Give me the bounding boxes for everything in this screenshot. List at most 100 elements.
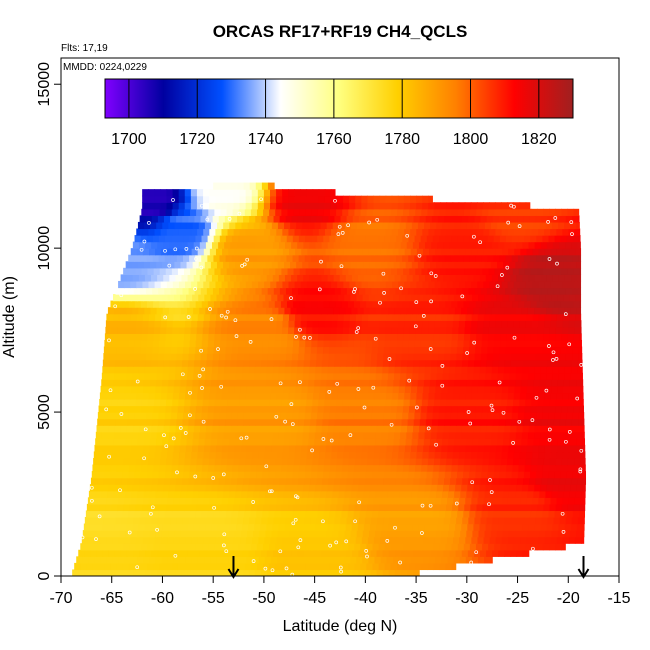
heat-cell (235, 372, 243, 380)
heat-cell (290, 484, 298, 492)
heat-cell (321, 484, 328, 492)
heat-cell (359, 510, 367, 518)
heat-cell (441, 490, 449, 498)
sample-point (80, 535, 85, 540)
sample-point (201, 419, 206, 424)
heat-cell (313, 536, 320, 544)
heat-cell (484, 294, 492, 302)
heat-cell (366, 300, 373, 308)
heat-cell (248, 241, 256, 249)
heat-cell (277, 556, 284, 564)
heat-cell (465, 497, 472, 505)
heat-cell (247, 438, 255, 446)
heat-cell (452, 326, 460, 334)
heat-cell (396, 510, 403, 518)
heat-cell (367, 536, 375, 544)
heat-cell (295, 385, 303, 394)
heat-cell (423, 294, 431, 302)
heat-cell (473, 241, 481, 249)
heat-cell (310, 287, 318, 295)
heat-cell (433, 267, 441, 275)
heat-cell (377, 353, 384, 361)
heat-cell (464, 398, 472, 407)
heat-cell (116, 405, 124, 413)
heat-cell (476, 202, 484, 210)
heat-cell (282, 280, 290, 289)
heat-cell (576, 379, 583, 387)
heat-cell (321, 431, 328, 439)
heat-cell (268, 471, 275, 479)
heat-cell (491, 523, 499, 531)
heat-cell (231, 254, 239, 262)
heat-cell (206, 549, 213, 557)
heat-cell (412, 274, 420, 282)
heat-cell (101, 490, 108, 498)
heat-cell (439, 562, 447, 571)
heat-cell (491, 484, 499, 492)
heat-cell (470, 326, 478, 334)
heat-cell (434, 536, 442, 544)
sample-point (264, 464, 269, 469)
heat-cell (398, 248, 406, 256)
heat-cell (115, 353, 123, 361)
heat-cell (213, 235, 221, 243)
heat-cell (431, 215, 439, 223)
heat-cell (473, 431, 480, 439)
heat-cell (98, 543, 106, 551)
heat-cell (499, 510, 507, 518)
sample-point (188, 413, 192, 418)
heat-cell (423, 556, 430, 564)
heat-cell (297, 549, 305, 557)
heat-cell (313, 294, 321, 302)
heat-cell (168, 261, 175, 269)
heat-cell (122, 339, 130, 348)
heat-cell (495, 202, 502, 210)
heat-cell (406, 241, 414, 249)
heat-cell (106, 385, 114, 394)
heat-cell (172, 398, 179, 407)
heat-cell (120, 569, 128, 576)
heat-cell (476, 333, 483, 341)
heat-cell (488, 543, 495, 551)
heat-cell (420, 471, 428, 479)
heat-cell (379, 398, 386, 407)
heat-cell (336, 326, 344, 334)
heat-cell (352, 215, 360, 223)
heat-cell (167, 556, 175, 564)
heat-cell (176, 353, 184, 361)
heat-cell (335, 300, 343, 308)
sample-point (371, 385, 376, 390)
heat-cell (336, 195, 344, 203)
heat-cell (428, 202, 435, 210)
heat-cell (420, 235, 428, 243)
heat-cell (287, 208, 295, 216)
heat-cell (457, 471, 464, 479)
heat-cell (217, 221, 224, 230)
heat-cell (207, 471, 215, 479)
heat-cell (300, 497, 308, 505)
heat-cell (327, 307, 334, 315)
heat-cell (440, 457, 447, 466)
heat-cell (333, 431, 340, 439)
heat-cell (261, 359, 268, 367)
heat-cell (510, 516, 518, 525)
heat-cell (262, 543, 270, 551)
heat-cell (408, 543, 416, 551)
heat-cell (580, 451, 586, 459)
heat-cell (562, 497, 570, 505)
heat-cell (382, 523, 389, 531)
heat-cell (563, 385, 570, 394)
heat-cell (369, 431, 377, 439)
heat-cell (282, 248, 290, 256)
heat-cell (312, 320, 320, 328)
heat-cell (274, 300, 282, 308)
heat-cell (410, 228, 417, 236)
heat-cell (101, 438, 108, 446)
heat-cell (569, 294, 577, 302)
heat-cell (300, 536, 308, 544)
heat-cell (424, 523, 432, 531)
sample-point (570, 232, 574, 236)
heat-cell (340, 549, 347, 557)
heat-cell (503, 379, 510, 387)
heat-cell (203, 320, 210, 328)
